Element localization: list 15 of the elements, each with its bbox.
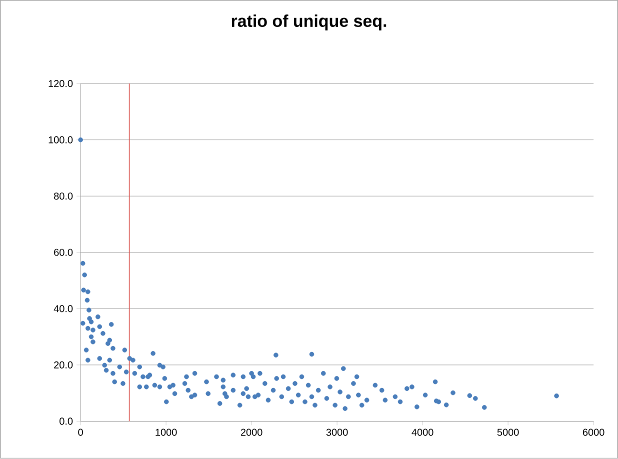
x-tick-label: 6000 (582, 428, 604, 436)
x-tick-label: 0 (78, 428, 83, 436)
y-tick-label: 80.0 (54, 192, 73, 200)
x-tick-label: 4000 (412, 428, 434, 436)
x-tick-label: 1000 (156, 428, 177, 436)
chart-title: ratio of unique seq. (232, 14, 386, 30)
y-tick-label: 20.0 (54, 362, 73, 369)
x-tick-label: 2000 (240, 428, 262, 436)
x-tick-label: 5000 (497, 428, 519, 436)
y-tick-label: 120.0 (48, 80, 73, 88)
y-tick-label: 40.0 (54, 305, 73, 312)
y-tick-label: 0.0 (60, 418, 73, 425)
x-tick-label: 3000 (326, 428, 348, 436)
y-tick-label: 60.0 (54, 249, 73, 256)
y-tick-label: 100.0 (48, 136, 73, 144)
